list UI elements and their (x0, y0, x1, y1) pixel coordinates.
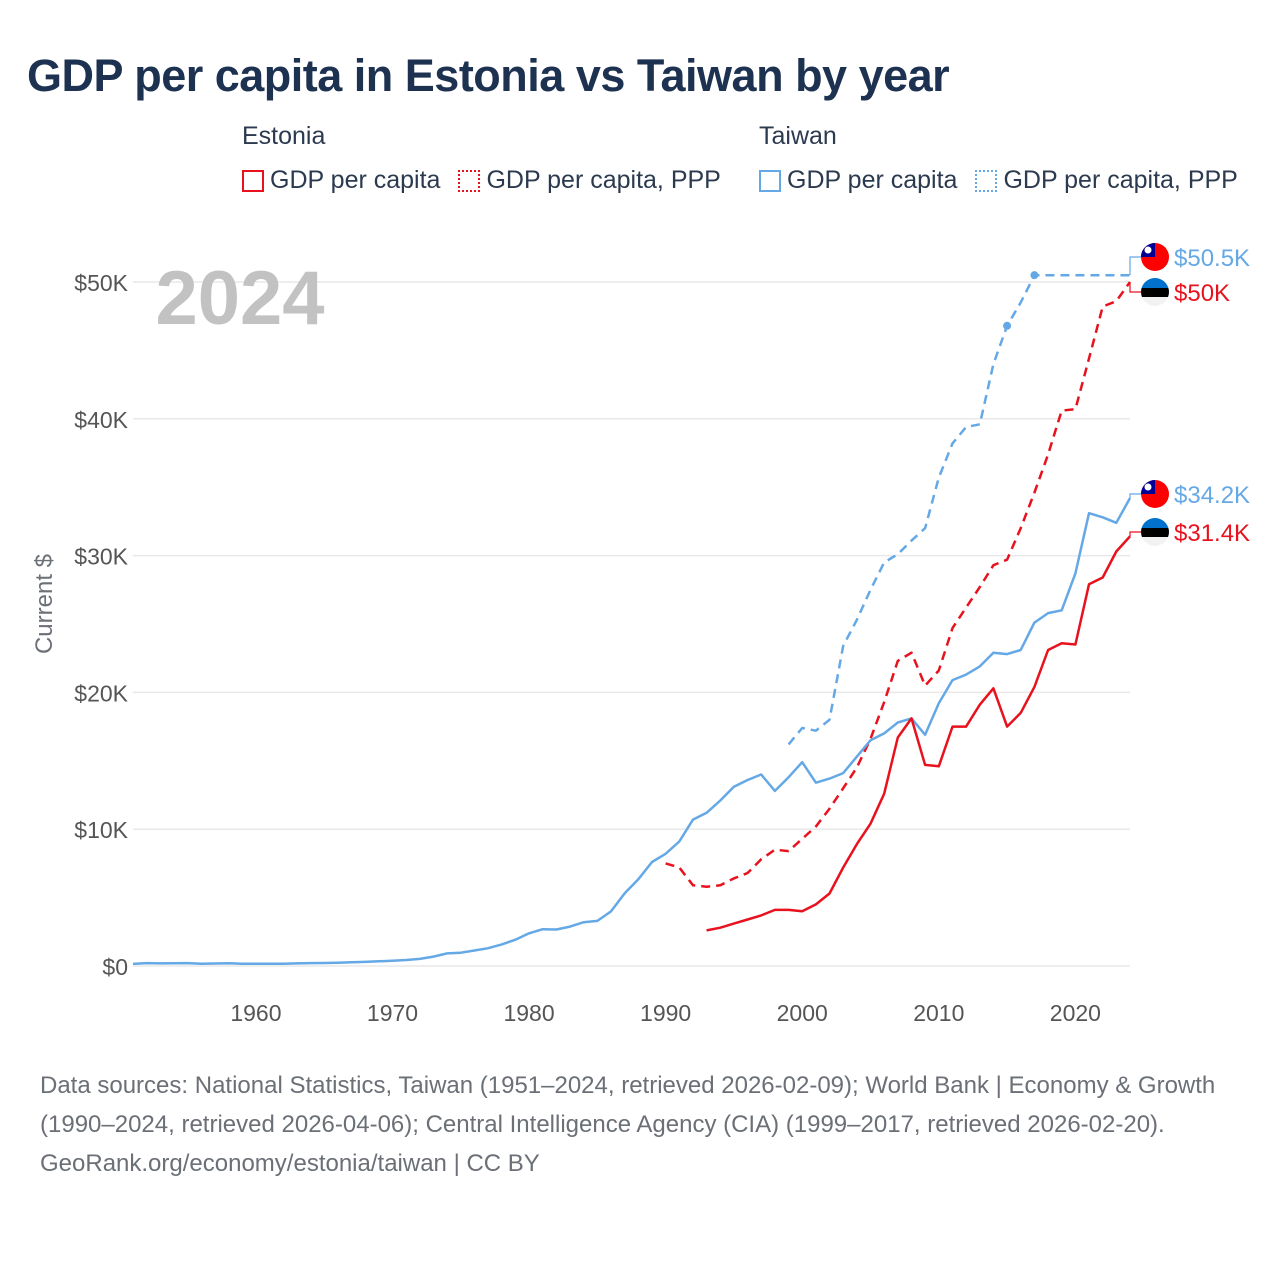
x-tick-label: 2010 (913, 1000, 964, 1026)
y-tick-label: $10K (74, 817, 128, 843)
x-tick-label: 1980 (503, 1000, 554, 1026)
estonia-gdp-per-capita-ppp-end-label: $50K (1174, 280, 1230, 307)
chart-title: GDP per capita in Estonia vs Taiwan by y… (27, 50, 950, 101)
footer: Data sources: National Statistics, Taiwa… (40, 1066, 1240, 1183)
year-watermark: 2024 (155, 256, 324, 341)
credit-link[interactable]: GeoRank.org/economy/estonia/taiwan | CC … (40, 1150, 540, 1177)
legend-label: GDP per capita (787, 166, 958, 194)
legend-swatch-dotted (975, 169, 998, 192)
y-axis-label: Current $ (31, 554, 58, 654)
x-tick-label: 1990 (640, 1000, 691, 1026)
legend-swatch-dotted (458, 169, 481, 192)
y-tick-label: $0 (102, 954, 128, 980)
estonia-flag-icon (1141, 278, 1169, 306)
legend-group-name: Estonia (242, 122, 326, 150)
taiwan-flag-icon (1141, 480, 1169, 508)
legend-item-taiwan-gdp-ppp[interactable]: GDP per capita, PPP (975, 166, 1238, 195)
taiwan-gdp-per-capita-ppp-line[interactable] (787, 273, 1130, 746)
legend-swatch-solid (242, 169, 264, 192)
y-tick-label: $20K (74, 680, 128, 706)
legend-item-estonia-gdp[interactable]: GDP per capita (242, 166, 440, 195)
legend-label: GDP per capita (270, 166, 441, 194)
estonia-gdp-per-capita-line[interactable] (706, 535, 1131, 932)
estonia-gdp-per-capita-ppp-line[interactable] (665, 281, 1132, 888)
taiwan-ppp-point[interactable] (1003, 321, 1012, 330)
x-tick-label: 2000 (777, 1000, 828, 1026)
estonia-gdp-per-capita-ppp-end-connector (1129, 282, 1141, 293)
x-tick-label: 1970 (367, 1000, 418, 1026)
y-tick-label: $40K (74, 407, 128, 433)
taiwan-gdp-per-capita-line[interactable] (132, 497, 1132, 966)
legend-item-taiwan-gdp[interactable]: GDP per capita (759, 166, 957, 195)
line-chart: $0 $10K $20K $30K $40K $50K 1960 1970 1980 1990 20… (31, 243, 1250, 1026)
x-tick-label: 2020 (1050, 1000, 1101, 1026)
estonia-gdp-per-capita-end-label: $31.4K (1174, 520, 1250, 547)
legend-swatch-solid (759, 169, 781, 192)
legend-group-estonia: Estonia GDP per capita GDP per capita, P… (242, 122, 721, 195)
data-sources-note: Data sources: National Statistics, Taiwa… (40, 1072, 1216, 1138)
taiwan-gdp-per-capita-end-label: $34.2K (1174, 482, 1250, 509)
legend-item-estonia-gdp-ppp[interactable]: GDP per capita, PPP (458, 166, 721, 195)
estonia-flag-icon (1141, 518, 1169, 546)
legend-label: GDP per capita, PPP (486, 166, 721, 194)
y-tick-label: $30K (74, 544, 128, 570)
legend-group-name: Taiwan (759, 122, 837, 150)
taiwan-flag-icon (1141, 243, 1169, 271)
y-tick-label: $50K (74, 270, 128, 296)
taiwan-gdp-per-capita-ppp-end-connector (1129, 256, 1141, 276)
legend-group-taiwan: Taiwan GDP per capita GDP per capita, PP… (759, 122, 1238, 195)
taiwan-gdp-per-capita-ppp-end-label: $50.5K (1174, 245, 1250, 272)
estonia-gdp-per-capita-end-connector (1129, 531, 1141, 537)
legend-label: GDP per capita, PPP (1003, 166, 1238, 194)
x-tick-label: 1960 (230, 1000, 281, 1026)
taiwan-ppp-point[interactable] (1030, 271, 1039, 280)
taiwan-gdp-per-capita-end-connector (1129, 493, 1141, 499)
